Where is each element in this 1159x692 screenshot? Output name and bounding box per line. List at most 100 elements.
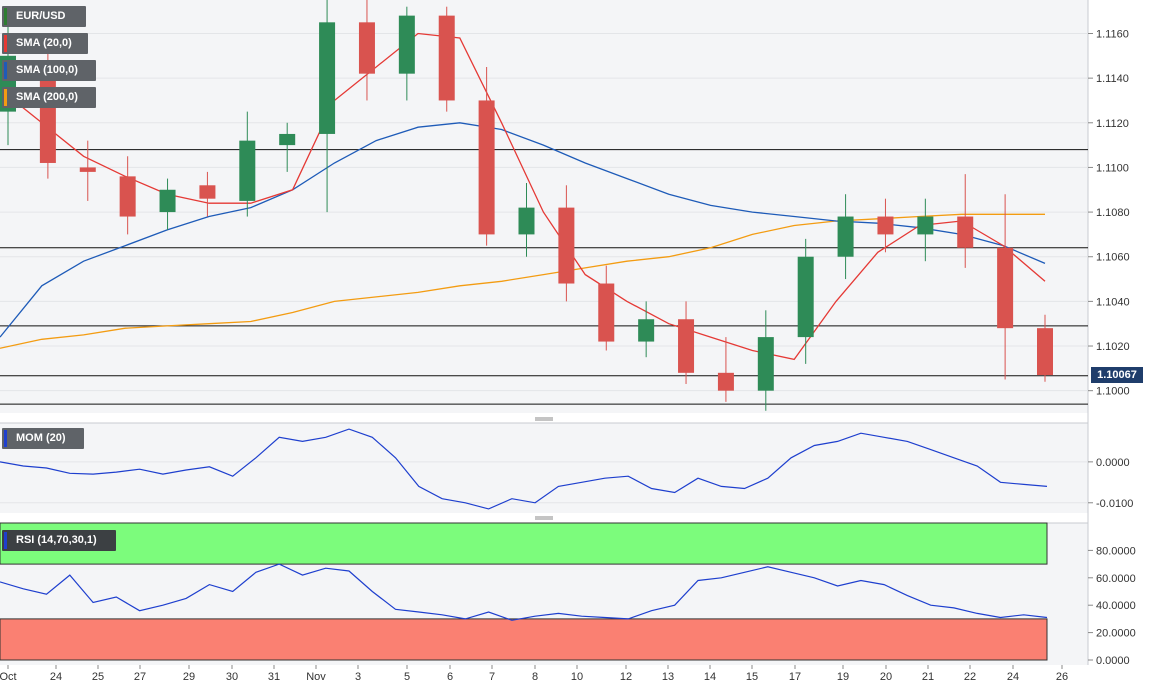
main-tick-label: 1.1020 — [1096, 341, 1130, 353]
candle-body — [1037, 328, 1053, 376]
x-tick-label: 12 — [620, 671, 632, 683]
main-tick-label: 1.1100 — [1096, 162, 1129, 174]
mom-y-ticks: 0.0000 -0.0100 — [1088, 457, 1133, 510]
x-tick-label: 20 — [880, 671, 892, 683]
rsi-tick-label: 60.0000 — [1096, 573, 1136, 585]
candle-body — [39, 60, 56, 163]
candle-body — [638, 319, 655, 342]
sma200-swatch — [4, 89, 7, 106]
x-tick-label: 7 — [489, 671, 495, 683]
sma200-label: SMA (200,0) — [16, 91, 78, 103]
mom-swatch — [4, 430, 7, 447]
mom-line — [0, 428, 1048, 510]
x-tick-label: 10 — [571, 671, 583, 683]
candle-body — [797, 256, 814, 338]
main-panel-bg — [0, 0, 1088, 413]
rsi-series-line — [0, 563, 1048, 621]
sma20-legend[interactable]: SMA (20,0) — [2, 33, 88, 54]
mom-label: MOM (20) — [16, 432, 66, 444]
candle-body — [319, 22, 336, 134]
x-axis-labels: Oct 24 25 27 29 30 31 Nov 3 5 6 7 8 10 12 13 14 15 17 19 20 2… — [0, 665, 1068, 683]
x-tick-label: 26 — [1056, 671, 1068, 683]
rsi-y-ticks: 80.0000 60.0000 40.0000 20.0000 0.0000 — [1088, 545, 1136, 667]
main-tick-label: 1.1060 — [1096, 252, 1130, 264]
candle-body — [398, 15, 415, 74]
sma100-swatch — [4, 62, 7, 79]
symbol-text: EUR/USD — [16, 10, 66, 22]
mom-tick-label: 0.0000 — [1096, 457, 1130, 469]
x-tick-label: 25 — [92, 671, 104, 683]
x-tick-label: Nov — [306, 671, 326, 683]
sma200-line — [0, 213, 1045, 349]
rsi-zones — [0, 522, 1048, 661]
x-tick-label: 3 — [355, 671, 361, 683]
main-y-ticks: 1.1000 1.1020 1.1040 1.1060 1.1080 1.1100 1.11… — [1088, 28, 1130, 398]
x-tick-label: Oct — [0, 671, 17, 683]
x-tick-label: 21 — [922, 671, 934, 683]
candle-body — [917, 216, 934, 235]
rsi-tick-label: 40.0000 — [1096, 600, 1136, 612]
candle-body — [79, 167, 96, 172]
main-tick-label: 1.1160 — [1096, 28, 1129, 40]
sma100-line — [0, 122, 1046, 338]
candle-body — [837, 216, 854, 257]
candle-body — [358, 22, 375, 74]
mom-gridlines — [0, 461, 1088, 504]
main-tick-label: 1.1000 — [1096, 386, 1130, 398]
rsi-swatch — [4, 532, 7, 549]
candle-body — [119, 176, 136, 217]
symbol-swatch — [4, 8, 7, 25]
main-tick-label: 1.1040 — [1096, 296, 1130, 308]
rsi-oversold-zone — [0, 618, 1048, 661]
candle-body — [199, 185, 216, 199]
candle-body — [438, 15, 455, 101]
main-tick-label: 1.1140 — [1096, 73, 1129, 85]
x-tick-label: 6 — [447, 671, 453, 683]
sma100-legend[interactable]: SMA (100,0) — [2, 60, 96, 81]
candle-body — [678, 319, 695, 373]
sma200-legend[interactable]: SMA (200,0) — [2, 87, 96, 108]
x-tick-label: 30 — [226, 671, 238, 683]
panel-resize-handle-1[interactable] — [535, 417, 553, 421]
symbol-label[interactable]: EUR/USD — [2, 6, 86, 27]
candle-body — [558, 207, 575, 284]
x-tick-label: 14 — [704, 671, 716, 683]
mom-tick-label: -0.0100 — [1096, 498, 1133, 510]
rsi-line — [0, 563, 1048, 621]
rsi-legend[interactable]: RSI (14,70,30,1) — [2, 530, 116, 551]
mom-series-line — [0, 428, 1048, 510]
rsi-overbought-zone — [0, 522, 1048, 565]
x-tick-label: 22 — [964, 671, 976, 683]
main-tick-label: 1.1080 — [1096, 207, 1130, 219]
rsi-tick-label: 80.0000 — [1096, 545, 1136, 557]
x-tick-label: 15 — [746, 671, 758, 683]
x-tick-label: 19 — [837, 671, 849, 683]
candle-body — [757, 337, 774, 391]
rsi-tick-label: 0.0000 — [1096, 655, 1130, 667]
x-tick-label: 24 — [1007, 671, 1019, 683]
x-tick-label: 31 — [268, 671, 280, 683]
x-tick-label: 29 — [183, 671, 195, 683]
sma100-label: SMA (100,0) — [16, 64, 78, 76]
x-tick-label: 27 — [134, 671, 146, 683]
rsi-tick-label: 20.0000 — [1096, 628, 1136, 640]
horizontal-levels — [0, 149, 1088, 405]
mom-panel-bg — [0, 423, 1088, 513]
x-tick-label: 24 — [50, 671, 62, 683]
candle-body — [957, 216, 974, 248]
candle-body — [279, 133, 296, 146]
candle-body — [159, 189, 176, 213]
x-tick-label: 17 — [789, 671, 801, 683]
main-tick-label: 1.1120 — [1096, 118, 1129, 130]
rsi-label: RSI (14,70,30,1) — [16, 534, 97, 546]
x-tick-label: 13 — [662, 671, 674, 683]
candle-body — [717, 372, 734, 391]
candle-body — [478, 100, 495, 235]
x-tick-label: 5 — [404, 671, 410, 683]
candle-body — [239, 140, 256, 201]
panel-resize-handle-2[interactable] — [535, 516, 553, 520]
candle-body — [598, 283, 615, 342]
mom-legend[interactable]: MOM (20) — [2, 428, 84, 449]
